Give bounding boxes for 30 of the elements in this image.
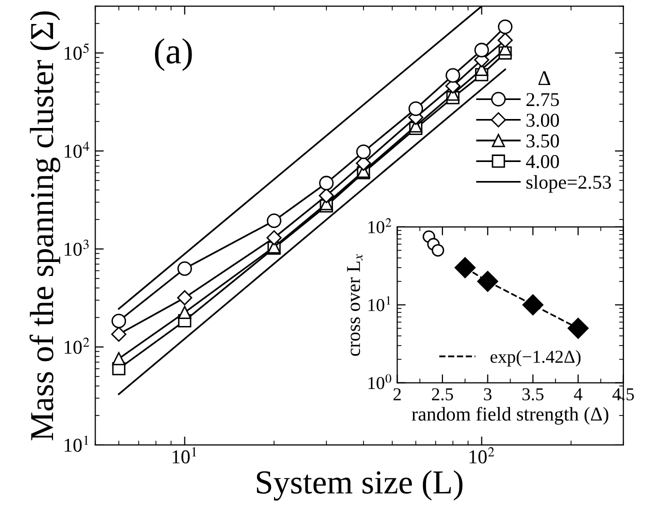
y-tick-label: 10$^{1}$ xyxy=(64,436,88,452)
x-tick-label: 3.5 xyxy=(522,388,544,400)
legend-title: Δ xyxy=(538,71,550,85)
y-tick-label: 10$^{4}$ xyxy=(64,142,90,158)
y-tick-label: 10$^{5}$ xyxy=(64,43,89,60)
y-tick-label: 10$^{1}$ xyxy=(368,296,390,312)
point xyxy=(432,244,444,257)
point xyxy=(477,270,498,292)
legend-label: 4.00 xyxy=(526,155,559,168)
y-axis-title: Mass of the spanning cluster (Σ) xyxy=(30,11,60,440)
x-axis-title: random field strength (Δ) xyxy=(412,406,608,425)
annotation: (a) xyxy=(154,38,192,71)
x-tick-label: 2 xyxy=(394,388,401,400)
legend-label: 2.75 xyxy=(526,93,559,106)
x-tick-label: 4 xyxy=(574,388,582,400)
x-tick-label: 3 xyxy=(484,388,492,400)
y-axis-title: cross over L$_{x}$ xyxy=(347,254,363,356)
point xyxy=(568,318,589,339)
legend-label: 3.50 xyxy=(526,134,559,148)
x-tick-label: 2.5 xyxy=(432,388,454,400)
x-axis-title: System size (L) xyxy=(256,470,462,501)
y-tick-label: 10$^{0}$ xyxy=(368,374,392,390)
point xyxy=(522,294,544,316)
legend-label: slope=2.53 xyxy=(526,175,611,193)
legend-label: 3.00 xyxy=(526,114,559,127)
y-tick-label: 10$^{2}$ xyxy=(64,338,90,354)
legend-label: exp(−1.42Δ) xyxy=(490,350,581,367)
point xyxy=(454,257,476,278)
y-tick-label: 10$^{2}$ xyxy=(368,218,392,234)
y-tick-label: 10$^{3}$ xyxy=(64,240,89,256)
